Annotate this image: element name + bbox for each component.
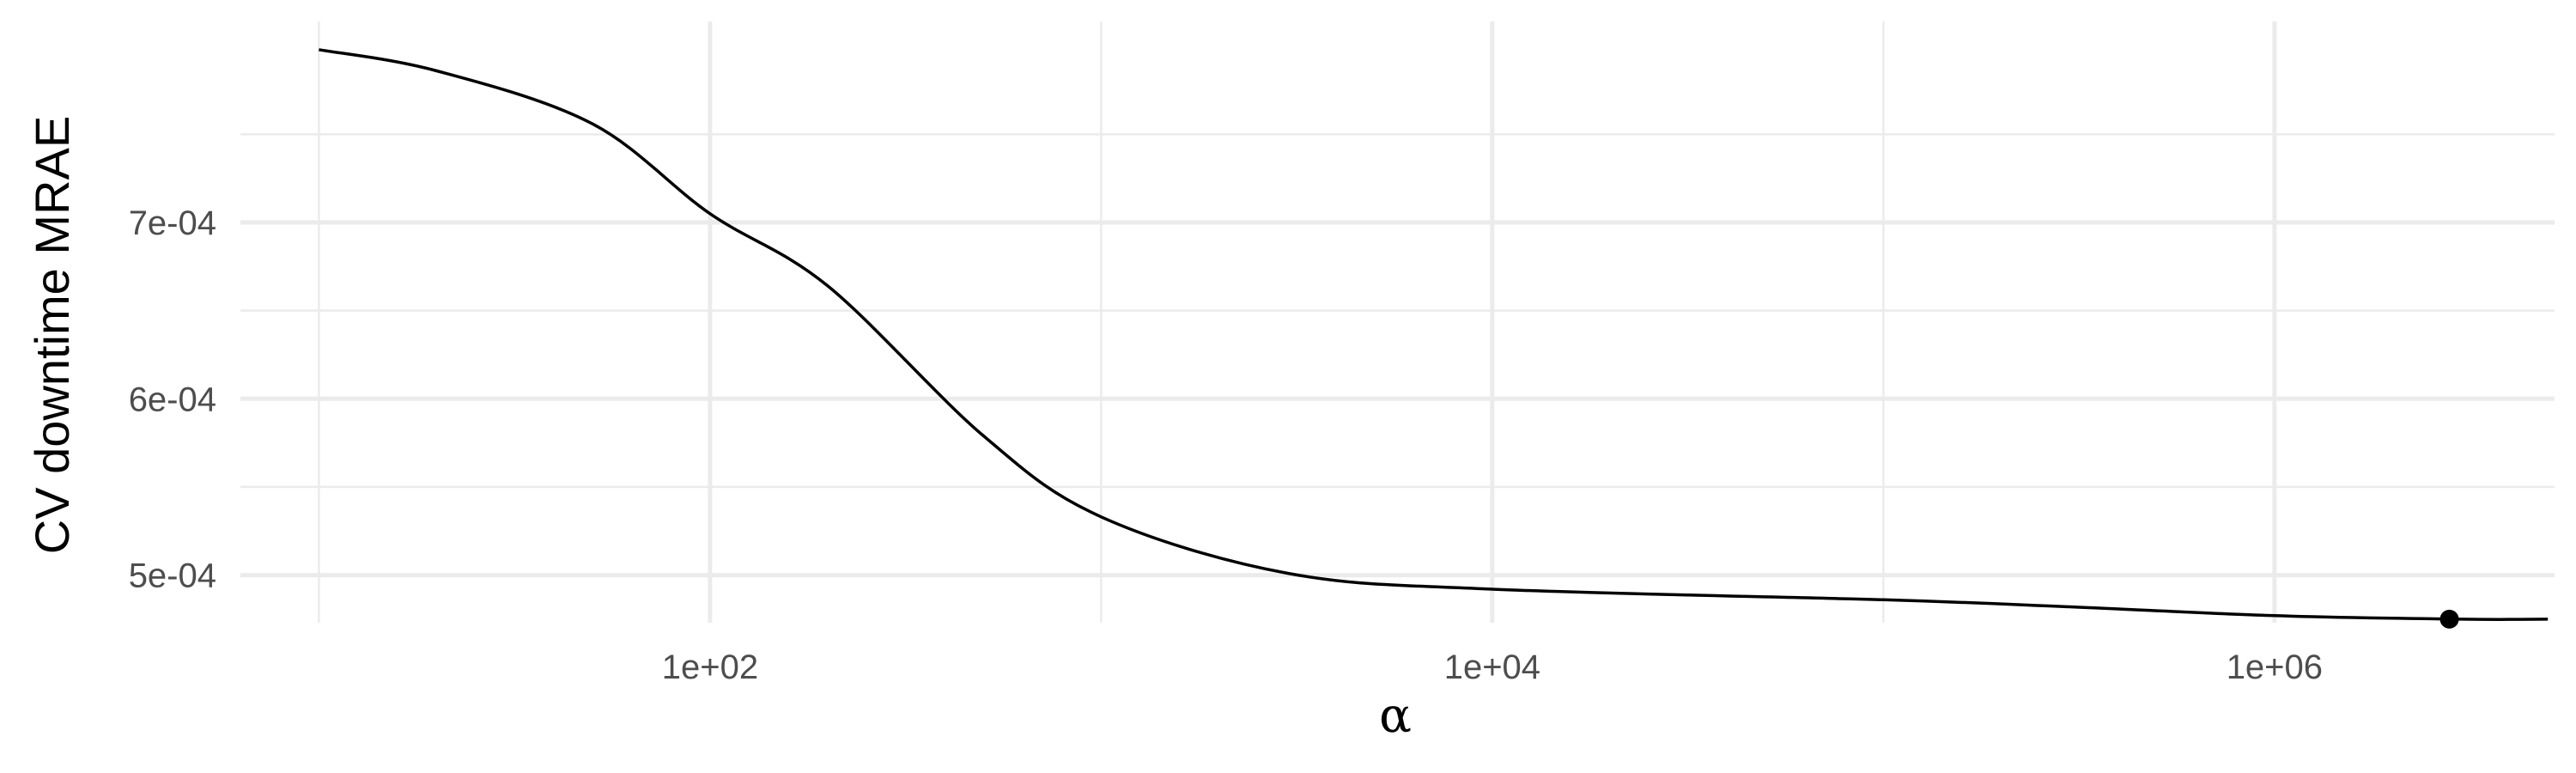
y-tick-label: 6e-04 <box>129 380 216 418</box>
cv-mrae-line <box>319 48 2549 621</box>
series-layer <box>319 48 2549 629</box>
grid <box>240 21 2555 623</box>
x-tick-label: 1e+06 <box>2227 648 2323 686</box>
optimal-alpha-point <box>2439 609 2459 629</box>
y-tick-label: 7e-04 <box>129 204 216 242</box>
y-tick-label: 5e-04 <box>129 557 216 595</box>
x-axis-title: α <box>1379 688 1412 744</box>
x-tick-label: 1e+02 <box>662 648 758 686</box>
x-axis-ticks: 1e+02 1e+04 1e+06 <box>662 648 2323 686</box>
x-tick-label: 1e+04 <box>1444 648 1540 686</box>
y-axis-title: CV downtime MRAE <box>25 116 79 554</box>
y-axis-ticks: 5e-04 6e-04 7e-04 <box>129 204 216 595</box>
